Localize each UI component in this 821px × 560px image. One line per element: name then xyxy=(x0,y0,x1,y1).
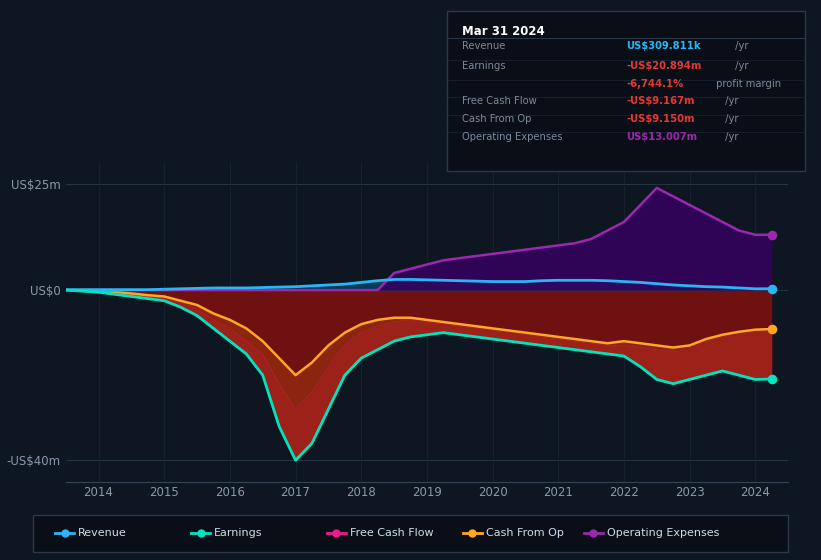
Text: Earnings: Earnings xyxy=(461,61,506,71)
Text: /yr: /yr xyxy=(732,41,749,52)
Point xyxy=(330,529,343,538)
Text: Free Cash Flow: Free Cash Flow xyxy=(350,529,433,538)
Text: US$13.007m: US$13.007m xyxy=(626,132,697,142)
Text: Operating Expenses: Operating Expenses xyxy=(461,132,562,142)
Point xyxy=(765,284,778,293)
Text: /yr: /yr xyxy=(732,61,749,71)
Text: Cash From Op: Cash From Op xyxy=(461,114,531,124)
Text: Earnings: Earnings xyxy=(214,529,263,538)
Point xyxy=(765,375,778,384)
Point xyxy=(58,529,71,538)
Text: -6,744.1%: -6,744.1% xyxy=(626,79,683,89)
Text: /yr: /yr xyxy=(722,96,739,106)
Text: Revenue: Revenue xyxy=(461,41,505,52)
Point xyxy=(466,529,479,538)
Text: Revenue: Revenue xyxy=(78,529,127,538)
Text: Operating Expenses: Operating Expenses xyxy=(607,529,719,538)
Text: -US$9.167m: -US$9.167m xyxy=(626,96,695,106)
Point xyxy=(765,230,778,239)
Text: Free Cash Flow: Free Cash Flow xyxy=(461,96,536,106)
Text: profit margin: profit margin xyxy=(713,79,781,89)
Text: US$309.811k: US$309.811k xyxy=(626,41,700,52)
Text: Cash From Op: Cash From Op xyxy=(486,529,564,538)
Text: -US$9.150m: -US$9.150m xyxy=(626,114,695,124)
Text: Mar 31 2024: Mar 31 2024 xyxy=(461,25,544,38)
Text: /yr: /yr xyxy=(722,132,739,142)
Point xyxy=(765,325,778,334)
Point xyxy=(587,529,600,538)
Text: -US$20.894m: -US$20.894m xyxy=(626,61,701,71)
Text: /yr: /yr xyxy=(722,114,739,124)
Point xyxy=(194,529,207,538)
